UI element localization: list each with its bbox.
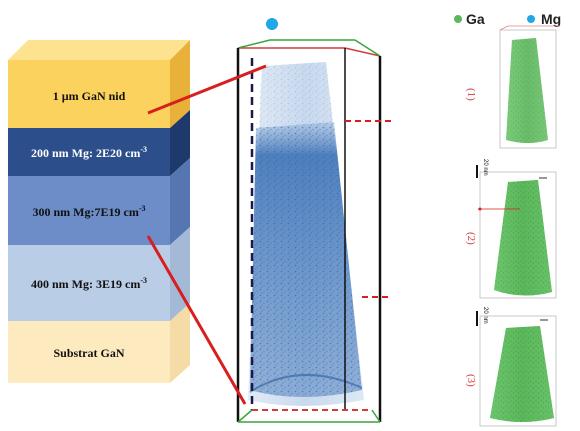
mg-dot-top [266, 18, 278, 30]
layer-label-0: 1 µm GaN nid [53, 89, 126, 103]
tip-1: (1) [465, 25, 560, 149]
tip-2-label: (2) [465, 232, 477, 245]
layer-mg-3e19 [8, 245, 170, 321]
layer-label-3: 400 nm Mg: 3E19 cm-3 [31, 276, 147, 291]
scale-bar-1-label: 20 nm [482, 159, 488, 176]
layer-stack-top-face [8, 40, 190, 60]
layer-mg-7e19 [8, 176, 170, 245]
scale-bar-2-label: 20 nm [482, 307, 488, 324]
tip-3: (3) [465, 315, 557, 427]
tip-2: (2) [465, 171, 557, 299]
layer-label-1: 200 nm Mg: 2E20 cm-3 [31, 145, 147, 160]
layer-stack: 1 µm GaN nid 200 nm Mg: 2E20 cm-3 300 nm… [8, 40, 190, 383]
layer-mg-2e20 [8, 128, 170, 176]
connector-line-top [147, 64, 267, 115]
tip-reconstruction [236, 18, 392, 423]
box-back-edges [238, 47, 381, 57]
layer-label-2: 300 nm Mg:7E19 cm-3 [33, 204, 146, 219]
layer-label-4: Substrat GaN [53, 346, 124, 360]
mg-legend-dot [527, 15, 535, 23]
layer-substrate [8, 321, 170, 383]
mg-legend-label: Mg [541, 11, 561, 27]
tip-1-label: (1) [465, 88, 477, 101]
scale-bar-2: 20 nm [476, 307, 488, 326]
ga-legend-dot [454, 15, 462, 23]
tip-speckle [250, 122, 362, 397]
layer-side-4 [170, 303, 190, 383]
tip-3-label: (3) [465, 374, 477, 387]
layer-side-2 [170, 158, 190, 245]
connector-line-bottom [146, 235, 247, 405]
layer-gan-nid [8, 60, 170, 128]
layer-side-1 [170, 110, 190, 176]
ga-legend-label: Ga [466, 11, 485, 27]
scale-bar-1: 20 nm [476, 159, 488, 178]
layer-side-0 [170, 40, 190, 128]
legend: Ga Mg [454, 11, 561, 27]
